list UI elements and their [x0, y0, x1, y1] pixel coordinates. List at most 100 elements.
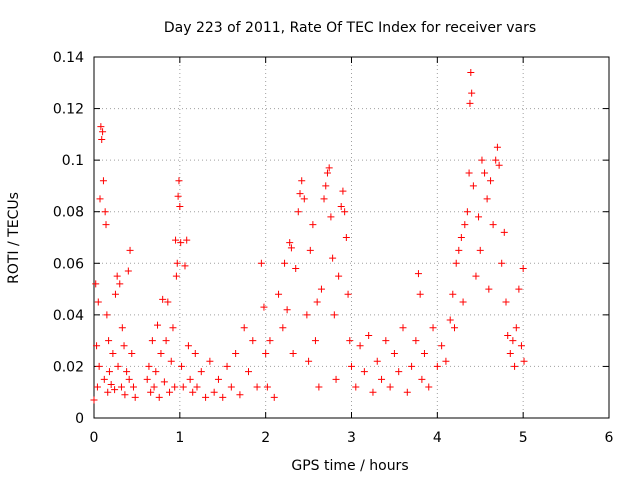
data-point — [159, 295, 167, 303]
data-point — [433, 362, 441, 370]
data-point — [124, 267, 132, 275]
data-point — [292, 264, 300, 272]
data-point — [425, 383, 433, 391]
data-point — [492, 156, 500, 164]
data-point — [173, 259, 181, 267]
data-point — [327, 213, 335, 221]
data-point — [125, 375, 133, 383]
data-point — [164, 298, 172, 306]
data-point — [202, 393, 210, 401]
data-point — [148, 337, 156, 345]
data-point — [191, 350, 199, 358]
data-point — [214, 375, 222, 383]
data-point — [520, 357, 528, 365]
data-point — [457, 234, 465, 241]
data-point — [109, 350, 117, 358]
data-point — [128, 350, 136, 358]
data-point — [262, 350, 270, 358]
data-point — [166, 388, 174, 396]
data-point — [118, 324, 126, 332]
data-point — [418, 375, 426, 383]
data-point — [117, 383, 125, 391]
data-point — [469, 182, 477, 190]
data-point — [305, 357, 313, 365]
data-point — [403, 388, 411, 396]
data-point — [332, 375, 340, 383]
data-point — [169, 324, 177, 332]
data-point — [352, 383, 360, 391]
y-axis-label: ROTI / TECUs — [6, 192, 22, 284]
data-point — [260, 303, 268, 311]
data-point — [317, 285, 325, 293]
data-point — [160, 378, 168, 386]
data-point — [412, 337, 420, 345]
data-point — [114, 362, 122, 370]
data-point — [172, 236, 180, 244]
data-point — [253, 383, 261, 391]
data-point — [189, 388, 197, 396]
data-point — [162, 337, 170, 345]
data-point — [103, 311, 111, 319]
data-point — [294, 208, 302, 216]
x-tick-label: 2 — [261, 430, 270, 446]
data-point — [236, 391, 244, 399]
data-point — [315, 383, 323, 391]
y-tick-label: 0.02 — [53, 359, 84, 375]
x-tick-label: 4 — [433, 430, 442, 446]
data-point — [320, 195, 328, 203]
data-point — [341, 208, 349, 216]
data-point — [111, 386, 119, 394]
data-point — [296, 190, 304, 198]
x-axis-label: GPS time / hours — [291, 458, 408, 474]
y-tick-label: 0.06 — [53, 256, 84, 272]
data-point — [495, 161, 503, 169]
data-point — [123, 368, 131, 376]
x-tick-label: 5 — [519, 430, 528, 446]
data-point — [313, 298, 321, 306]
data-point — [249, 337, 257, 345]
data-point — [283, 306, 291, 314]
data-point — [416, 290, 424, 298]
data-point — [382, 337, 390, 345]
data-point — [438, 342, 446, 350]
data-point — [101, 208, 109, 216]
data-point — [485, 285, 493, 293]
data-point — [472, 272, 480, 280]
data-point — [399, 324, 407, 332]
data-point — [414, 270, 422, 278]
data-point — [455, 246, 463, 254]
data-point — [152, 368, 160, 376]
data-point — [121, 391, 129, 399]
data-point — [129, 383, 137, 391]
data-point — [105, 337, 113, 345]
data-point — [92, 280, 100, 288]
data-point — [459, 298, 467, 306]
data-point — [111, 290, 119, 298]
chart-title: Day 223 of 2011, Rate Of TEC Index for r… — [164, 20, 536, 36]
data-point — [167, 357, 175, 365]
data-point — [95, 362, 103, 370]
data-point — [126, 246, 134, 254]
data-point — [335, 272, 343, 280]
data-point — [102, 221, 110, 229]
data-point — [311, 337, 319, 345]
data-point — [287, 244, 295, 252]
data-point — [463, 208, 471, 216]
data-point — [131, 393, 139, 401]
data-point — [147, 388, 155, 396]
data-point — [206, 357, 214, 365]
data-point — [97, 123, 105, 131]
data-point — [99, 177, 107, 185]
data-point — [150, 383, 158, 391]
data-point — [517, 342, 525, 350]
data-point — [452, 259, 460, 267]
y-tick-label: 0.12 — [53, 102, 84, 118]
data-point — [493, 143, 501, 151]
data-point — [279, 324, 287, 332]
data-point — [176, 203, 184, 211]
data-point — [322, 182, 330, 190]
data-point — [154, 321, 162, 329]
data-point — [93, 383, 101, 391]
data-point — [107, 380, 115, 388]
